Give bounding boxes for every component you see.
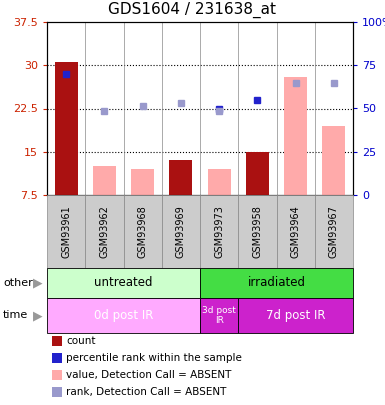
Text: ▶: ▶ <box>33 309 43 322</box>
Text: GSM93962: GSM93962 <box>99 205 109 258</box>
Text: GSM93968: GSM93968 <box>137 205 147 258</box>
Text: GSM93961: GSM93961 <box>61 205 71 258</box>
Bar <box>246 152 269 195</box>
Text: GDS1604 / 231638_at: GDS1604 / 231638_at <box>109 2 276 18</box>
Text: untreated: untreated <box>94 277 153 290</box>
Bar <box>93 166 116 195</box>
Text: other: other <box>3 278 33 288</box>
Text: rank, Detection Call = ABSENT: rank, Detection Call = ABSENT <box>66 387 226 397</box>
Bar <box>169 160 192 195</box>
Text: GSM93967: GSM93967 <box>329 205 339 258</box>
Bar <box>322 126 345 195</box>
Text: 3d post
IR: 3d post IR <box>202 306 236 325</box>
Text: GSM93969: GSM93969 <box>176 205 186 258</box>
Text: value, Detection Call = ABSENT: value, Detection Call = ABSENT <box>66 370 231 380</box>
Text: GSM93958: GSM93958 <box>253 205 262 258</box>
Bar <box>131 169 154 195</box>
Text: 7d post IR: 7d post IR <box>266 309 325 322</box>
Text: 0d post IR: 0d post IR <box>94 309 153 322</box>
Text: count: count <box>66 336 95 346</box>
Bar <box>284 77 307 195</box>
Text: irradiated: irradiated <box>248 277 306 290</box>
Text: GSM93973: GSM93973 <box>214 205 224 258</box>
Text: percentile rank within the sample: percentile rank within the sample <box>66 353 242 363</box>
Text: time: time <box>3 311 28 320</box>
Bar <box>208 169 231 195</box>
Bar <box>55 62 78 195</box>
Text: ▶: ▶ <box>33 277 43 290</box>
Text: GSM93964: GSM93964 <box>291 205 301 258</box>
